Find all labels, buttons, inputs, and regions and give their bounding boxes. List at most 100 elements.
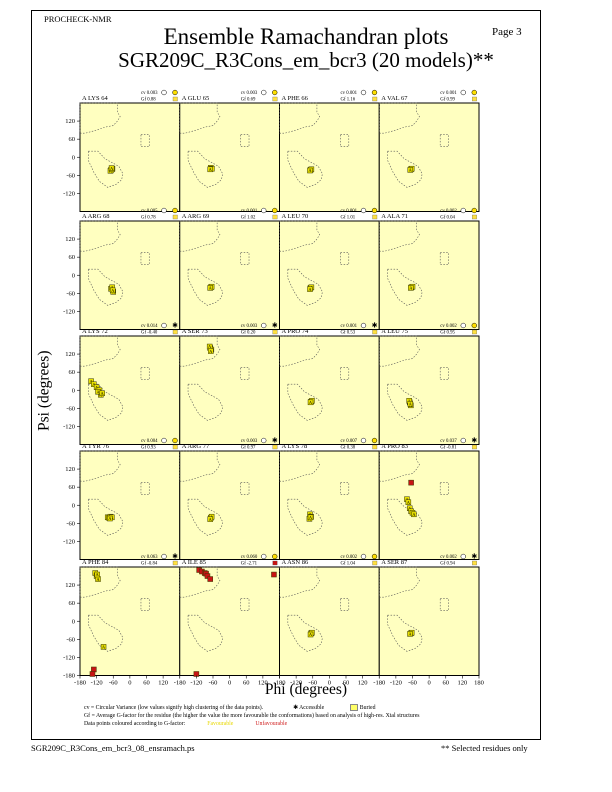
accessible-icon: ✱ bbox=[471, 553, 477, 561]
x-tick-label: 60 bbox=[143, 680, 150, 687]
data-point bbox=[307, 399, 314, 406]
residue-label: A LEU 70 bbox=[282, 213, 309, 220]
cv-status-icons bbox=[460, 322, 477, 335]
x-tick-label: -180 bbox=[373, 680, 385, 687]
beta-region bbox=[179, 335, 221, 367]
clock-icon bbox=[161, 437, 167, 444]
cv-status-icons bbox=[360, 89, 378, 102]
x-tick-label: 0 bbox=[428, 680, 431, 687]
gf-value: Gf -0.84 bbox=[141, 562, 158, 567]
cv-status-icons bbox=[261, 553, 278, 566]
panel-background bbox=[279, 102, 380, 212]
point-label: A bbox=[309, 400, 313, 405]
panel-background bbox=[279, 220, 380, 330]
beta-region bbox=[179, 102, 221, 134]
clock-icon bbox=[360, 553, 367, 560]
panel-background bbox=[378, 450, 480, 560]
alpha-region bbox=[88, 150, 124, 188]
x-tick-label: -120 bbox=[91, 680, 103, 687]
data-point bbox=[109, 287, 116, 294]
panel-background bbox=[279, 450, 380, 560]
alpha-region bbox=[88, 498, 124, 536]
panel-background bbox=[79, 220, 181, 330]
residue-label: A ASN 86 bbox=[282, 559, 309, 566]
clock-icon bbox=[360, 207, 367, 214]
gf-value: Gf -0.81 bbox=[440, 446, 457, 451]
point-label: A bbox=[110, 166, 114, 171]
point-label: A bbox=[209, 167, 213, 172]
gf-value: Gf 0.88 bbox=[141, 98, 156, 103]
alpha-region bbox=[187, 268, 224, 306]
data-point bbox=[307, 514, 314, 521]
gf-value: Gf 0.78 bbox=[141, 216, 156, 221]
data-point bbox=[271, 571, 277, 578]
data-point bbox=[307, 631, 314, 638]
point-label: A bbox=[96, 389, 100, 394]
data-point bbox=[411, 511, 417, 518]
panel-background bbox=[279, 335, 380, 445]
data-point bbox=[405, 499, 412, 505]
y-tick-label: 0 bbox=[72, 502, 75, 509]
panel-background bbox=[179, 335, 280, 445]
residue-label: A LYS 78 bbox=[282, 443, 308, 450]
cv-value: cv 0.003 bbox=[241, 91, 258, 96]
accessible-icon: ✱ bbox=[272, 322, 278, 330]
y-tick-label: -120 bbox=[63, 654, 75, 661]
beta-region bbox=[378, 335, 420, 367]
gf-swatch bbox=[172, 214, 178, 220]
cv-status-icons bbox=[460, 89, 477, 102]
alpha-region bbox=[387, 614, 423, 652]
alpha-region bbox=[88, 268, 124, 306]
cv-value: cv 0.003 bbox=[141, 91, 158, 96]
gf-swatch bbox=[472, 560, 477, 566]
gf-value: Gf 0.93 bbox=[141, 446, 156, 451]
panel-a-leu-70: AAA bbox=[279, 220, 380, 330]
y-tick-label: -180 bbox=[63, 673, 75, 680]
data-point bbox=[408, 479, 414, 486]
program-name: PROCHECK-NMR bbox=[44, 14, 112, 24]
data-point bbox=[207, 576, 213, 582]
beta-region bbox=[378, 220, 420, 252]
alpha-region bbox=[287, 383, 323, 421]
cv-value: cv 0.003 bbox=[241, 439, 258, 444]
gf-value: Gf 1.16 bbox=[341, 98, 356, 103]
residue-label: A ALA 71 bbox=[381, 213, 408, 220]
y-tick-label: -60 bbox=[66, 290, 75, 297]
residue-label: A PHE 84 bbox=[82, 559, 109, 566]
panel-background bbox=[378, 220, 480, 330]
cv-value: cv 0.001 bbox=[341, 324, 358, 329]
point-label: A bbox=[407, 500, 411, 505]
residue-label: A LYS 64 bbox=[82, 95, 108, 102]
data-point bbox=[89, 671, 96, 677]
footer-note: ** Selected residues only bbox=[441, 743, 528, 753]
gf-value: Gf -2.71 bbox=[241, 562, 258, 567]
legend-colour-text: Data points coloured according to G-fact… bbox=[84, 721, 186, 727]
gf-swatch bbox=[472, 329, 477, 335]
gf-value: Gf 0.97 bbox=[241, 446, 256, 451]
cv-status-icons bbox=[161, 89, 178, 102]
beta-region bbox=[378, 566, 420, 598]
x-tick-label: 120 bbox=[158, 680, 168, 687]
data-point bbox=[307, 167, 313, 174]
clock-icon bbox=[460, 437, 466, 444]
buried-icon bbox=[371, 553, 378, 560]
alpha-region bbox=[187, 498, 224, 536]
cv-status-icons bbox=[360, 437, 378, 450]
point-label: A bbox=[111, 288, 115, 293]
buried-icon bbox=[272, 207, 278, 214]
cv-status-icons: ✱ bbox=[161, 553, 178, 566]
panel-a-pro-74: AAA bbox=[279, 335, 380, 445]
buried-icon bbox=[471, 207, 477, 214]
residue-label: A LEU 75 bbox=[381, 328, 408, 335]
panel-a-phe-66: AAA bbox=[279, 102, 380, 212]
cv-status-icons: ✱ bbox=[261, 437, 278, 450]
alpha-region bbox=[287, 498, 323, 536]
buried-icon bbox=[471, 89, 477, 96]
point-label: A bbox=[209, 286, 213, 291]
data-point bbox=[107, 515, 113, 522]
gf-swatch bbox=[172, 560, 178, 566]
legend-colour-line: Data points coloured according to G-fact… bbox=[84, 721, 287, 728]
